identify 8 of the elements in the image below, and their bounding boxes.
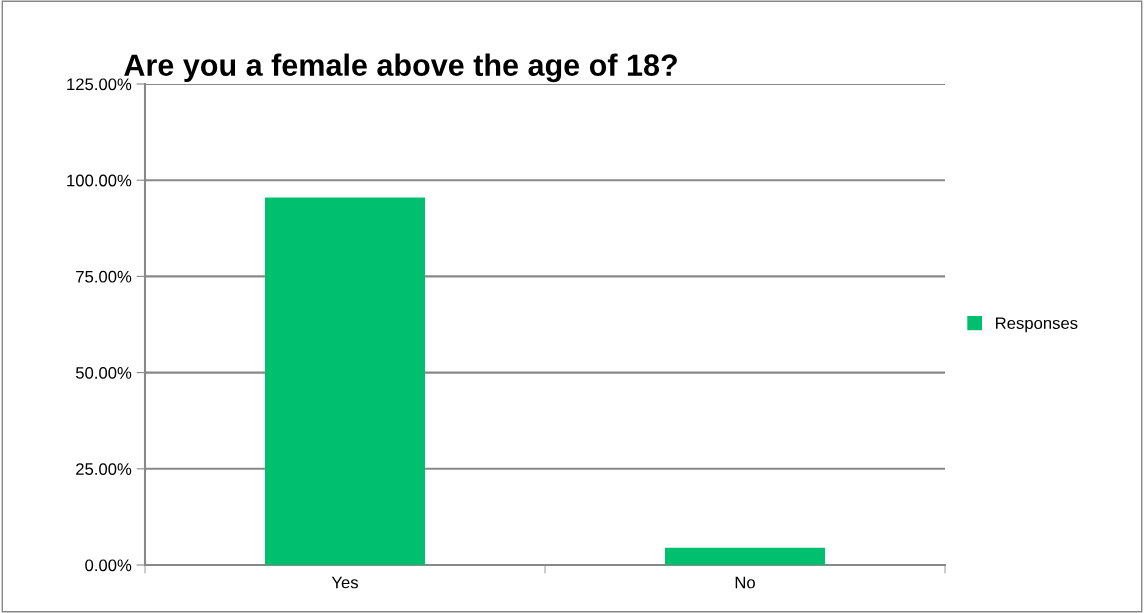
y-tick-label: 100.00%: [67, 174, 132, 187]
y-tick-label: 75.00%: [76, 270, 132, 283]
legend-label: Responses: [996, 317, 1078, 333]
y-tick-label: 50.00%: [75, 367, 132, 379]
y-tick-label: 25.00%: [76, 463, 132, 475]
y-tick-label: 0.00%: [85, 559, 132, 572]
x-tick-label: Yes: [331, 576, 358, 589]
x-tick-label: No: [735, 576, 755, 589]
